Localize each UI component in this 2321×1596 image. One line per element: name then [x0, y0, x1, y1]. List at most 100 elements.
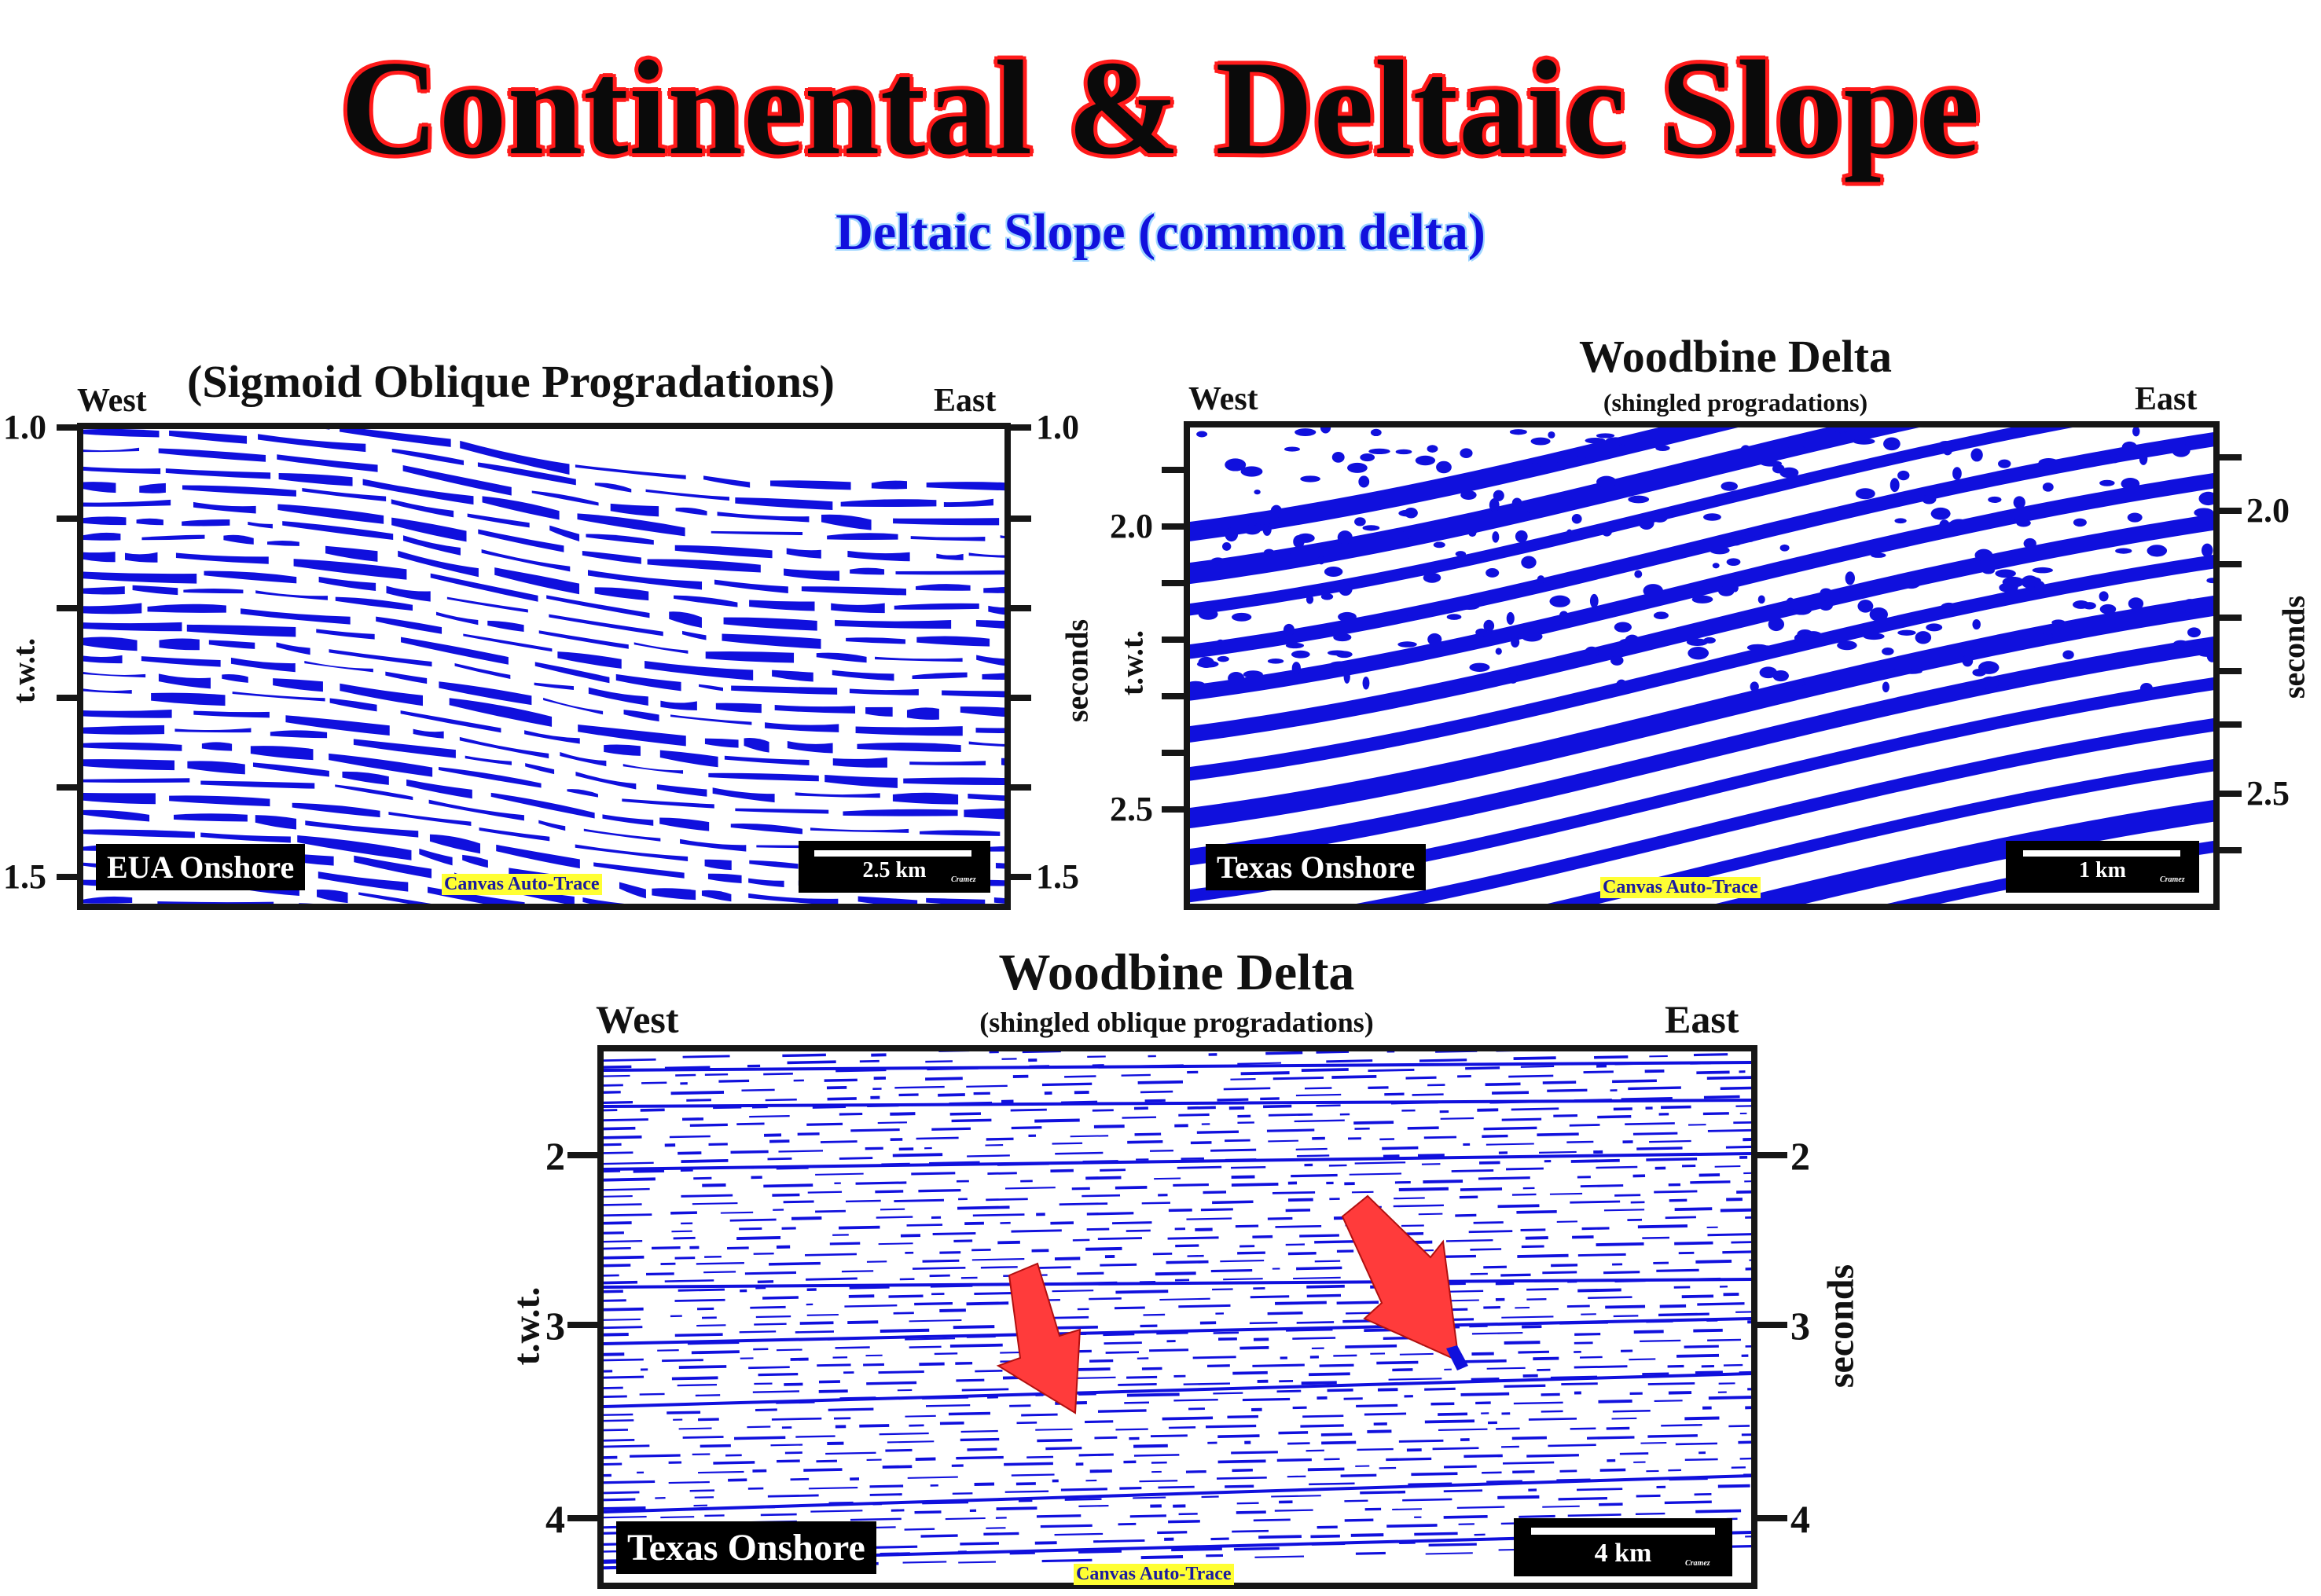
reflector-fragment: [1119, 1486, 1142, 1490]
reflector: [1190, 432, 2213, 659]
reflector-fragment: [2041, 633, 2054, 640]
reflector: [857, 742, 961, 752]
reflector-fragment: [1736, 1190, 1751, 1194]
reflector-fragment: [1599, 1468, 1626, 1472]
reflector-fragment: [1502, 1461, 1555, 1465]
reflector: [656, 784, 707, 797]
seismic-section: [1184, 421, 2220, 910]
reflector-fragment: [934, 1352, 958, 1356]
reflector-fragment: [1216, 1476, 1267, 1480]
reflector: [875, 656, 963, 662]
reflector: [995, 862, 1004, 869]
reflector: [968, 793, 1004, 802]
reflector-fragment: [949, 1343, 1003, 1348]
reflector: [993, 897, 1004, 904]
reflector: [386, 585, 431, 602]
reflector-fragment: [739, 1330, 777, 1334]
reflector: [141, 656, 221, 667]
reflector-fragment: [698, 1418, 719, 1422]
reflector: [335, 784, 413, 801]
reflector-fragment: [1186, 1217, 1232, 1220]
reflector-fragment: [604, 1395, 627, 1399]
reflector-fragment: [776, 1348, 802, 1352]
reflector: [1190, 514, 2213, 743]
scale-line: [814, 850, 971, 857]
reflector: [255, 815, 297, 830]
reflector-fragment: [1347, 462, 1368, 473]
reflector-fragment: [1495, 648, 1502, 655]
reflector-fragment: [1455, 551, 1467, 557]
reflector: [724, 755, 810, 766]
reflector-fragment: [1587, 1436, 1635, 1440]
reflector-fragment: [952, 1492, 973, 1495]
reflector-fragment: [748, 1366, 790, 1370]
reflector-fragment: [1093, 1125, 1125, 1128]
reflector-fragment: [1103, 1332, 1135, 1337]
reflector-fragment: [1733, 1121, 1751, 1125]
reflector-fragment: [1283, 623, 1295, 637]
reflector-fragment: [760, 1513, 797, 1517]
reflector: [435, 611, 479, 626]
reflector-fragment: [1320, 427, 1331, 434]
reflector: [582, 897, 625, 904]
reflector-fragment: [1585, 646, 1599, 658]
reflector-fragment: [869, 1484, 904, 1488]
reflector-fragment: [825, 1451, 876, 1455]
tick: [567, 1322, 597, 1328]
reflector-fragment: [1637, 1224, 1688, 1229]
reflector-fragment: [1115, 1186, 1148, 1190]
reflector-fragment: [1561, 1382, 1598, 1386]
reflector: [975, 728, 1004, 734]
reflector-fragment: [1149, 1348, 1189, 1352]
reflector: [467, 513, 530, 528]
reflector-fragment: [604, 1333, 629, 1337]
reflector: [534, 682, 575, 690]
reflector-fragment: [1574, 1099, 1612, 1103]
reflector: [402, 465, 512, 496]
reflector: [83, 571, 197, 584]
reflector-fragment: [882, 1465, 913, 1469]
reflector: [204, 571, 297, 584]
reflector: [787, 741, 833, 754]
reflector-fragment: [1423, 1180, 1463, 1184]
reflector-fragment: [953, 1325, 995, 1330]
reflector-fragment: [1243, 670, 1263, 679]
reflector-fragment: [1566, 1304, 1590, 1308]
reflector: [342, 771, 389, 785]
reflector: [136, 518, 163, 526]
reflector: [749, 860, 799, 869]
reflector: [735, 497, 833, 510]
reflector-fragment: [1580, 1184, 1624, 1188]
reflector: [258, 434, 366, 453]
reflector: [525, 763, 555, 775]
reflector: [714, 579, 788, 593]
reflector: [543, 697, 604, 715]
reflector-fragment: [604, 1264, 631, 1268]
reflector: [588, 687, 648, 706]
reflector: [335, 596, 413, 611]
credit-label: Canvas Auto-Trace: [1074, 1564, 1234, 1585]
reflector-fragment: [878, 1370, 924, 1374]
reflector-fragment: [1129, 1514, 1166, 1518]
reflector-fragment: [1037, 1438, 1073, 1443]
reflector: [200, 832, 291, 843]
reflector-fragment: [1649, 1139, 1691, 1143]
tick: [57, 784, 77, 791]
reflector-fragment: [1501, 1315, 1554, 1319]
reflector: [659, 750, 718, 768]
reflector-fragment: [1656, 1268, 1699, 1272]
reflector-fragment: [1217, 1459, 1266, 1464]
reflector-fragment: [1387, 610, 1409, 618]
reflector-fragment: [1100, 1263, 1137, 1267]
reflector-fragment: [2194, 508, 2213, 518]
reflector-fragment: [1362, 676, 1370, 690]
reflector-fragment: [1296, 1154, 1330, 1158]
tick: [1162, 580, 1184, 586]
reflector-fragment: [1747, 1320, 1751, 1324]
reflector: [340, 683, 423, 706]
reflector: [277, 504, 384, 524]
reflector: [183, 588, 244, 594]
reflector: [634, 642, 689, 654]
tick-label: 2: [545, 1134, 565, 1178]
reflector: [699, 684, 723, 692]
